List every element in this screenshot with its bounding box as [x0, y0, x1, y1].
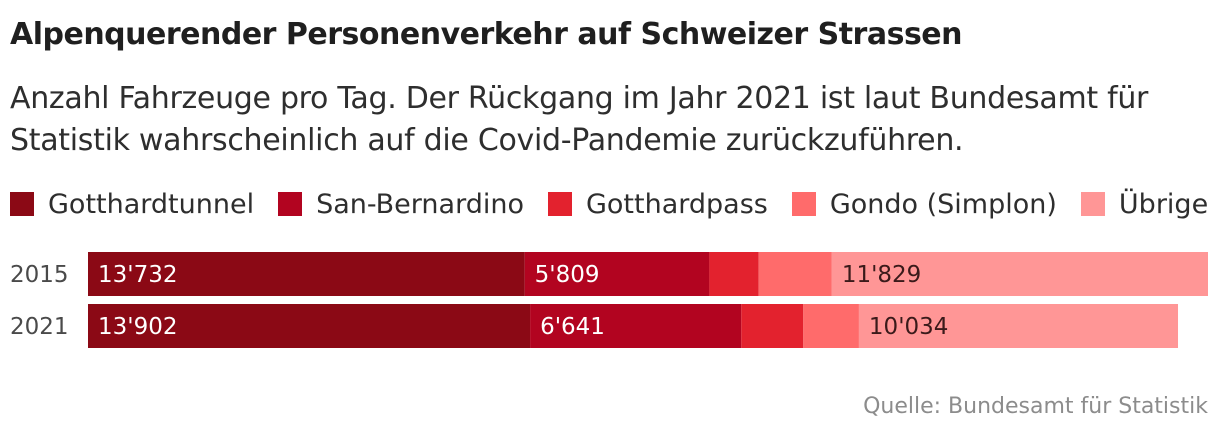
bar-segment-2021--brige	[858, 304, 1179, 348]
stacked-bar-chart: 2015 13'732 5'809 11'829 2021 13'902 6'641 10'0…	[10, 252, 1208, 348]
data-label-2021-1: 6'641	[540, 314, 605, 340]
data-label-2015-1: 5'809	[535, 262, 600, 288]
data-label-2015-4: 11'829	[842, 262, 922, 288]
legend-item-gondo-simplon: Gondo (Simplon)	[791, 188, 1057, 220]
legend-item-gotthardpass: Gotthardpass	[547, 188, 768, 220]
data-label-2015-0: 13'732	[98, 262, 178, 288]
legend-item-gotthardtunnel: Gotthardtunnel	[10, 189, 254, 220]
bar-segment-2021-gotthardtunnel	[88, 304, 531, 348]
legend-swatch	[791, 192, 816, 216]
bar-segment-2015-san-bernardino	[524, 252, 710, 296]
y-tick-label-2015: 2015	[10, 262, 69, 288]
legend-item-uebrige: Übrige	[1080, 188, 1209, 220]
legend-label: Übrige	[1118, 188, 1209, 220]
bar-segment-2015-gondo-simplon	[758, 252, 832, 296]
bar-segment-2015-gotthardpass	[709, 252, 759, 296]
legend-label: Gotthardpass	[585, 188, 768, 220]
chart-title: Alpenquerender Personenverkehr auf Schwe…	[10, 17, 963, 52]
bar-segment-2021-san-bernardino	[530, 304, 742, 348]
legend-item-san-bernardino: San-Bernardino	[278, 189, 524, 220]
legend-swatch	[547, 192, 572, 216]
bar-segment-2021-gotthardpass	[741, 304, 804, 348]
bar-segment-2015--brige	[831, 252, 1208, 296]
legend-label: San-Bernardino	[316, 188, 524, 220]
y-tick-label-2021: 2021	[10, 314, 69, 340]
data-label-2021-0: 13'902	[98, 314, 178, 340]
legend-label: Gotthardtunnel	[48, 188, 255, 220]
legend-label: Gondo (Simplon)	[829, 188, 1057, 220]
data-label-2021-4: 10'034	[869, 314, 949, 340]
bar-segment-2015-gotthardtunnel	[88, 252, 525, 296]
legend-swatch	[278, 192, 303, 216]
legend: Gotthardtunnel San-Bernardino Gotthardpa…	[10, 186, 1208, 222]
legend-swatch	[1080, 192, 1105, 216]
bar-segment-2021-gondo-simplon	[803, 304, 859, 348]
chart-subtitle: Anzahl Fahrzeuge pro Tag. Der Rückgang i…	[10, 81, 1149, 158]
legend-swatch	[10, 192, 34, 216]
source-note: Quelle: Bundesamt für Statistik	[863, 394, 1208, 419]
